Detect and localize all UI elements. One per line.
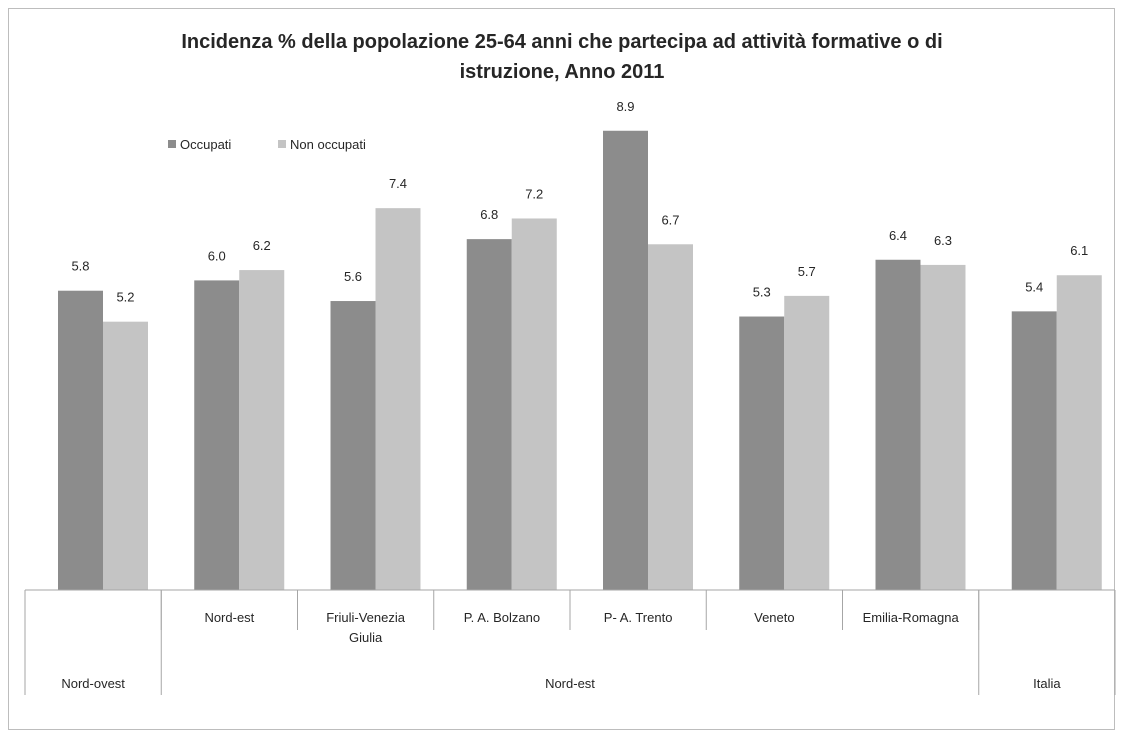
data-label: 6.1 (1070, 243, 1088, 258)
legend-label: Occupati (180, 137, 231, 152)
bar (1056, 275, 1102, 590)
legend-swatch (168, 140, 176, 148)
bar (103, 321, 148, 590)
bar (194, 280, 240, 590)
data-label: 6.2 (253, 238, 271, 253)
bar (330, 301, 376, 590)
bar (739, 316, 785, 590)
category-label: Nord-est (204, 610, 254, 625)
chart-title-line: Incidenza % della popolazione 25-64 anni… (181, 31, 942, 53)
bar (511, 218, 557, 591)
category-label: Giulia (349, 630, 383, 645)
legend-label: Non occupati (290, 137, 366, 152)
chart-frame (8, 8, 1115, 730)
data-label: 5.3 (753, 285, 771, 300)
bar (603, 130, 648, 590)
category-axis: Nord-est Friuli-Venezia Giulia P. A. Bolzan… (24, 589, 1116, 695)
data-label: 6.0 (208, 248, 226, 263)
bar (875, 259, 921, 590)
bar (648, 244, 693, 590)
bar (58, 290, 103, 590)
data-label: 7.2 (525, 186, 543, 201)
data-label: 6.3 (934, 233, 952, 248)
bar (784, 295, 830, 590)
bar (466, 239, 512, 590)
category-label: Friuli-Venezia (326, 610, 406, 625)
group-label: Italia (1033, 676, 1061, 691)
group-label: Nord-ovest (61, 676, 125, 691)
data-label: 5.8 (71, 259, 89, 274)
data-label: 5.6 (344, 269, 362, 284)
data-label: 6.8 (480, 207, 498, 222)
bars (58, 130, 1102, 591)
category-label: Emilia-Romagna (863, 610, 960, 625)
bar (375, 208, 421, 590)
data-labels: 5.8 6.0 5.6 6.8 8.9 5.3 6.4 5.4 5.2 6.2 7.4 7.2 6.7 5… (71, 99, 1088, 305)
data-label: 5.2 (116, 290, 134, 305)
chart-legend: Occupati Non occupati (168, 137, 366, 152)
category-label: Veneto (754, 610, 795, 625)
bar (1011, 311, 1057, 590)
group-label: Nord-est (545, 676, 595, 691)
category-label: P- A. Trento (604, 610, 673, 625)
data-label: 6.4 (889, 228, 907, 243)
data-label: 5.7 (798, 264, 816, 279)
chart-title: Incidenza % della popolazione 25-64 anni… (181, 31, 942, 83)
category-label: P. A. Bolzano (464, 610, 540, 625)
chart-title-line: istruzione, Anno 2011 (460, 61, 665, 83)
legend-swatch (278, 140, 286, 148)
data-label: 8.9 (616, 99, 634, 114)
data-label: 5.4 (1025, 279, 1043, 294)
data-label: 6.7 (661, 212, 679, 227)
data-label: 7.4 (389, 176, 407, 191)
bar (239, 270, 285, 590)
bar (920, 264, 966, 590)
